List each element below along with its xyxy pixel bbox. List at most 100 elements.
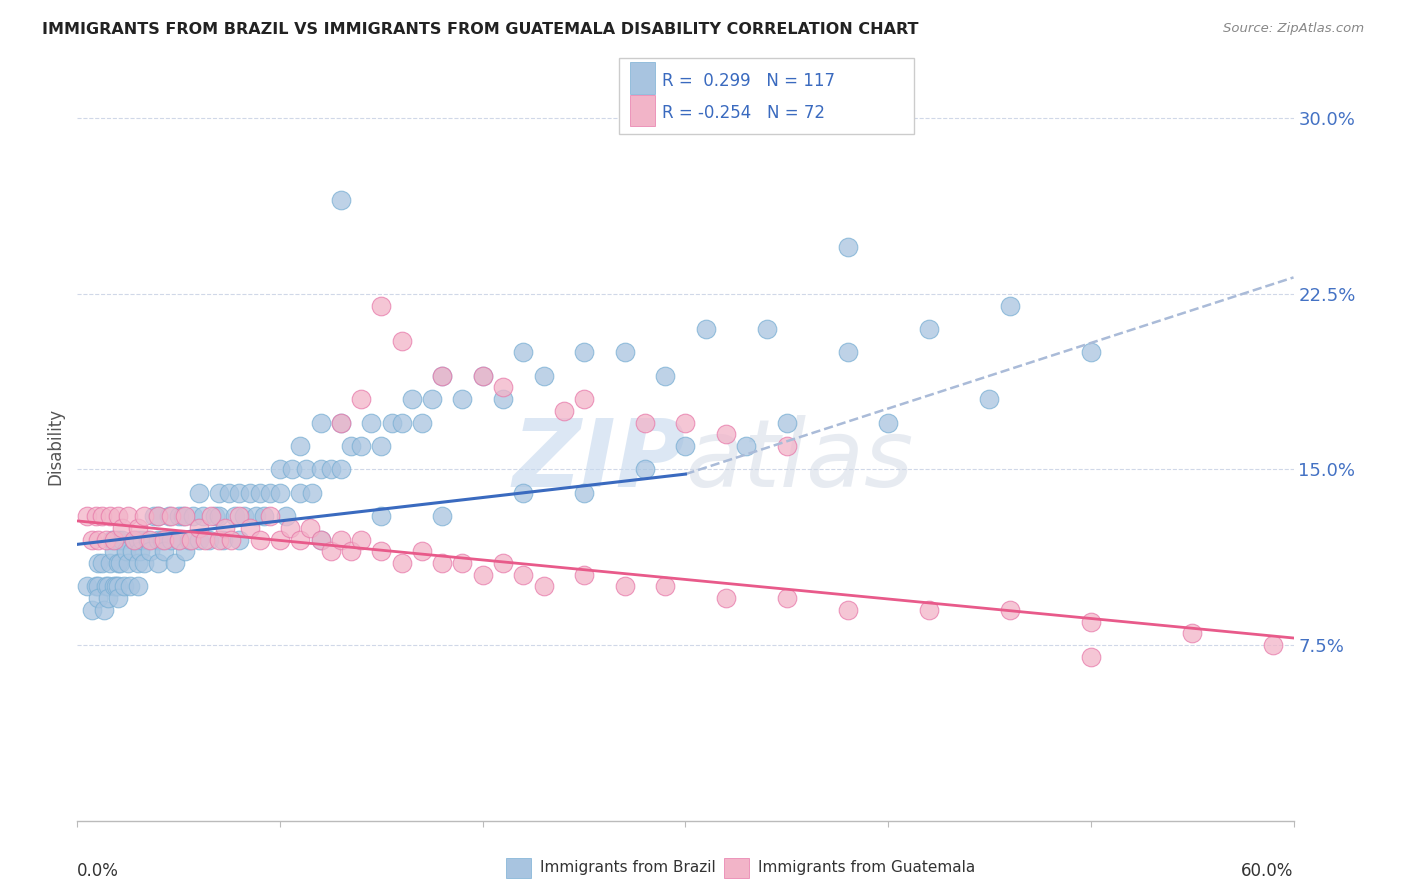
Point <box>131 533 153 547</box>
Point <box>430 509 453 524</box>
Point <box>239 485 262 500</box>
Point <box>309 416 332 430</box>
Point <box>228 509 250 524</box>
Point <box>167 533 190 547</box>
Text: R =  0.299   N = 117: R = 0.299 N = 117 <box>662 71 835 90</box>
Point <box>290 439 312 453</box>
Point <box>245 509 267 524</box>
Point <box>134 556 156 570</box>
Point <box>218 485 240 500</box>
Point <box>127 580 149 594</box>
Point <box>295 462 318 476</box>
Point <box>1080 649 1102 664</box>
Point <box>148 533 170 547</box>
Point <box>93 603 115 617</box>
Point <box>675 439 697 453</box>
Point <box>340 439 363 453</box>
Point <box>136 533 159 547</box>
Point <box>127 521 149 535</box>
Point <box>159 509 181 524</box>
Text: R = -0.254   N = 72: R = -0.254 N = 72 <box>662 104 825 122</box>
Point <box>675 416 697 430</box>
Point <box>212 533 235 547</box>
Point <box>188 533 211 547</box>
Point <box>107 533 129 547</box>
Point <box>98 509 121 524</box>
Text: 0.0%: 0.0% <box>77 862 120 880</box>
Point <box>837 240 859 254</box>
Point <box>1080 615 1102 629</box>
Point <box>108 556 131 570</box>
Point <box>80 603 103 617</box>
Point <box>148 509 170 524</box>
Point <box>104 580 127 594</box>
Point <box>173 544 195 558</box>
Point <box>139 544 162 558</box>
Point <box>714 427 737 442</box>
Point <box>451 556 474 570</box>
Point <box>194 533 217 547</box>
Point <box>512 567 534 582</box>
Point <box>572 392 595 407</box>
Point <box>84 509 107 524</box>
Point <box>127 533 149 547</box>
Point <box>278 521 301 535</box>
Point <box>103 544 125 558</box>
Point <box>129 544 152 558</box>
Point <box>188 485 211 500</box>
Point <box>208 509 231 524</box>
Point <box>94 533 117 547</box>
Point <box>391 556 413 570</box>
Point <box>269 533 291 547</box>
Point <box>329 416 352 430</box>
Point <box>370 544 392 558</box>
Point <box>253 509 276 524</box>
Point <box>228 485 250 500</box>
Point <box>370 509 392 524</box>
Point <box>249 533 271 547</box>
Point <box>319 462 342 476</box>
Point <box>998 603 1021 617</box>
Point <box>329 193 352 207</box>
Point <box>301 485 323 500</box>
Point <box>180 533 202 547</box>
Point <box>430 368 453 383</box>
Point <box>533 580 555 594</box>
Point <box>111 521 134 535</box>
Point <box>471 368 494 383</box>
Point <box>117 509 139 524</box>
Point <box>350 392 373 407</box>
Point <box>918 322 941 336</box>
Point <box>103 533 125 547</box>
Point <box>572 345 595 359</box>
Point <box>122 533 145 547</box>
Point <box>654 580 676 594</box>
Point <box>157 509 180 524</box>
Point <box>309 462 332 476</box>
Point <box>451 392 474 407</box>
Point <box>111 533 134 547</box>
Point <box>512 345 534 359</box>
Point <box>269 485 291 500</box>
Point <box>430 368 453 383</box>
Point <box>274 509 297 524</box>
Point <box>122 533 145 547</box>
Point <box>714 591 737 606</box>
Point <box>401 392 423 407</box>
Point <box>430 556 453 570</box>
Point <box>221 533 243 547</box>
Point <box>309 533 332 547</box>
Text: Source: ZipAtlas.com: Source: ZipAtlas.com <box>1223 22 1364 36</box>
Point <box>167 533 190 547</box>
Point <box>281 462 304 476</box>
Point <box>86 556 108 570</box>
Point <box>200 509 222 524</box>
Point <box>97 591 120 606</box>
Point <box>127 556 149 570</box>
Text: ZIP: ZIP <box>513 415 686 507</box>
Point <box>1263 638 1285 652</box>
Point <box>360 416 382 430</box>
Point <box>80 533 103 547</box>
Point <box>572 485 595 500</box>
Point <box>299 521 322 535</box>
